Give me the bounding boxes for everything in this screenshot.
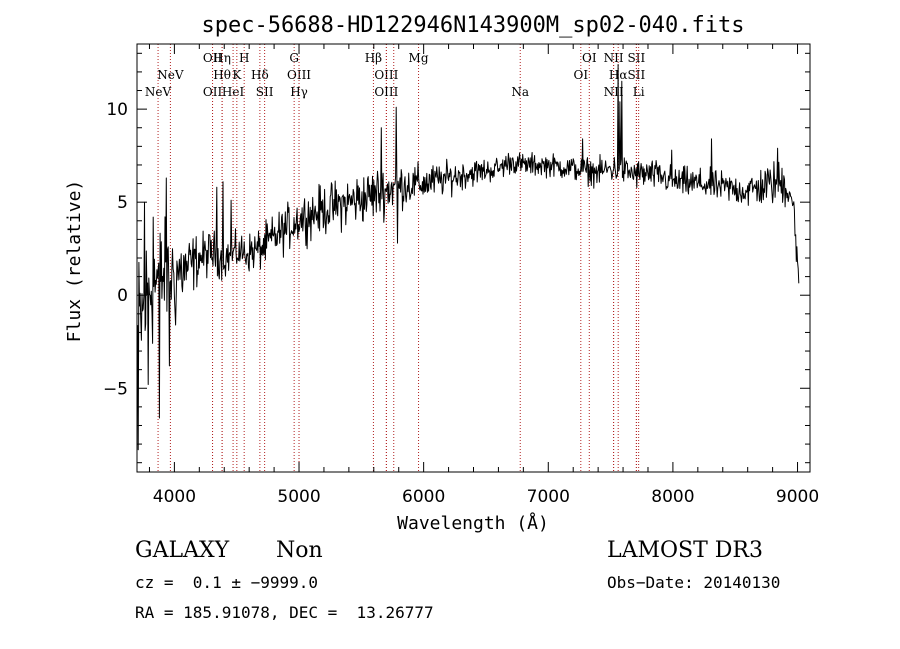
y-axis-label: Flux (relative) (64, 180, 85, 343)
line-marker-label: HeI (222, 85, 245, 99)
line-marker-label: NeV (157, 68, 184, 82)
line-marker-label: Li (633, 85, 645, 99)
x-tick-label: 6000 (402, 487, 445, 507)
class-label: GALAXY (135, 538, 230, 563)
line-marker-label: Hθ (213, 68, 231, 82)
line-marker-label: K (232, 68, 242, 82)
y-tick-label: 10 (106, 100, 128, 120)
line-marker-label: OIII (374, 85, 398, 99)
survey-label: LAMOST DR3 (607, 538, 763, 563)
axis-labels: 4000 5000 6000 7000 8000 9000 −5 0 5 10 (103, 100, 819, 507)
spectrum (137, 64, 800, 451)
line-marker-label: SII (628, 51, 646, 65)
x-axis-label: Wavelength (Å) (397, 512, 549, 534)
axis-ticks (137, 44, 810, 472)
line-marker-label: OI (574, 68, 589, 82)
x-tick-label: 9000 (776, 487, 819, 507)
line-marker-label: Mg (409, 51, 429, 65)
y-tick-label: 0 (117, 286, 128, 306)
line-marker-label: Na (511, 85, 529, 99)
x-tick-label: 8000 (651, 487, 694, 507)
redshift-label: cz = 0.1 ± −9999.0 (135, 573, 319, 592)
line-marker-label: NII (604, 51, 624, 65)
x-tick-label: 4000 (153, 487, 196, 507)
line-marker-label: H (239, 51, 249, 65)
line-marker-label: SII (628, 68, 646, 82)
line-marker-label: Hβ (365, 51, 382, 65)
coordinates-label: RA = 185.91078, DEC = 13.26777 (135, 603, 434, 622)
obs-date-label: Obs−Date: 20140130 (607, 573, 781, 592)
x-tick-label: 5000 (277, 487, 320, 507)
x-tick-label: 7000 (527, 487, 570, 507)
line-marker-label: OII (203, 85, 223, 99)
line-marker-label: NII (604, 85, 624, 99)
line-marker-label: OII (203, 51, 223, 65)
line-marker-label: SII (256, 85, 274, 99)
chart-title: spec-56688-HD122946N143900M_sp02-040.fit… (201, 13, 744, 38)
line-marker-label: Hγ (290, 85, 308, 99)
line-marker-label: Hδ (251, 68, 269, 82)
line-marker-label: NeV (145, 85, 172, 99)
line-marker-label: Hη (213, 51, 231, 65)
spectrum-line (137, 64, 800, 451)
line-marker-label: OI (582, 51, 597, 65)
line-marker-label: G (289, 51, 299, 65)
y-tick-label: −5 (103, 379, 128, 399)
y-tick-label: 5 (117, 193, 128, 213)
subclass-label: Non (276, 538, 323, 563)
